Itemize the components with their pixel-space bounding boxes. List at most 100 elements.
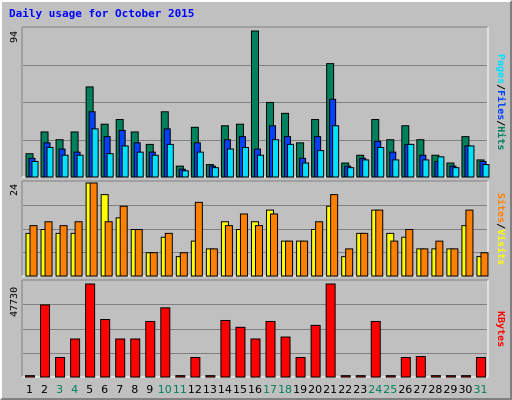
hits-ymax-label: 94 <box>9 30 20 43</box>
pages-bar <box>317 150 325 178</box>
kbytes-bar <box>445 375 456 378</box>
sites-bar <box>345 248 354 277</box>
chart-title: Daily usage for October 2015 <box>9 7 195 20</box>
sites-bar <box>89 182 98 277</box>
x-tick-label: 22 <box>338 383 352 396</box>
x-tick-label: 18 <box>278 383 292 396</box>
x-tick-label: 14 <box>218 383 232 396</box>
pages-bar <box>287 143 295 178</box>
pages-bar <box>422 159 430 178</box>
x-tick-label: 30 <box>458 383 472 396</box>
kbytes-bar <box>295 357 306 378</box>
pages-bar <box>332 125 340 178</box>
visits-legend: Sites/Visits <box>495 193 506 266</box>
pages-bar <box>256 154 264 178</box>
sites-bar <box>224 225 233 277</box>
sites-bar <box>270 213 279 277</box>
x-tick-label: 24 <box>368 383 382 396</box>
sites-bar <box>254 225 263 277</box>
visits-ymax-label: 24 <box>9 183 20 196</box>
sites-bar <box>74 221 83 277</box>
pages-bar <box>407 143 415 178</box>
sites-bar <box>390 240 399 277</box>
sites-bar <box>209 248 218 277</box>
sites-bar <box>239 213 248 277</box>
pages-bar <box>196 151 204 178</box>
kbytes-bar <box>205 375 216 378</box>
sites-bar <box>149 252 158 277</box>
sites-bar <box>44 221 53 277</box>
x-tick-label: 5 <box>86 383 93 396</box>
sites-bar <box>435 240 444 277</box>
x-tick-label: 26 <box>398 383 412 396</box>
legend-kbytes: KBytes <box>495 311 506 348</box>
kbytes-bar <box>385 375 396 378</box>
pages-bar <box>452 167 460 178</box>
pages-bar <box>392 159 400 178</box>
sites-bar <box>164 232 173 277</box>
x-tick-label: 17 <box>263 383 277 396</box>
x-tick-label: 2 <box>41 383 48 396</box>
sites-bar <box>134 229 143 277</box>
kbytes-bar <box>250 338 261 378</box>
kbytes-bar <box>145 320 156 378</box>
pages-bar <box>181 170 189 178</box>
kbytes-bar <box>280 336 291 378</box>
legend-pages: Pages <box>495 54 506 85</box>
pages-bar <box>31 160 39 178</box>
x-tick-label: 25 <box>383 383 397 396</box>
x-tick-label: 9 <box>146 383 153 396</box>
pages-bar <box>241 146 249 178</box>
kbytes-bar <box>175 375 186 378</box>
sites-bar <box>59 225 68 277</box>
kbytes-bar <box>400 357 411 378</box>
x-tick-label: 4 <box>71 383 78 396</box>
sites-bar <box>405 229 414 277</box>
pages-bar <box>136 151 144 178</box>
kbytes-bar <box>100 319 111 378</box>
sites-bar <box>375 209 384 277</box>
hits-legend: Pages/Files/Hits <box>495 54 506 151</box>
x-tick-label: 16 <box>248 383 262 396</box>
sites-bar <box>450 248 459 277</box>
kbytes-bar <box>355 375 366 378</box>
kbytes-bar <box>265 320 276 378</box>
kbytes-bar <box>430 375 441 378</box>
kbytes-bar <box>40 304 51 378</box>
pages-bar <box>76 154 84 178</box>
kbytes-bar <box>25 375 35 378</box>
sites-bar <box>360 232 369 277</box>
kbytes-bar <box>55 357 66 378</box>
kbytes-bar <box>70 338 81 378</box>
x-tick-label: 23 <box>353 383 367 396</box>
pages-bar <box>91 128 99 178</box>
kbytes-bar <box>220 319 231 378</box>
sites-bar <box>104 221 113 277</box>
x-tick-label: 27 <box>413 383 427 396</box>
x-tick-label: 28 <box>428 383 442 396</box>
legend-files: Files <box>495 90 506 121</box>
x-tick-label: 19 <box>293 383 307 396</box>
kbytes-bar <box>115 338 126 378</box>
kbytes-bar <box>325 283 336 378</box>
pages-bar <box>377 146 385 178</box>
pages-bar <box>166 143 174 178</box>
sites-bar <box>315 221 324 277</box>
x-tick-label: 15 <box>233 383 247 396</box>
legend-hits: Hits <box>495 126 506 151</box>
sites-bar <box>179 252 188 277</box>
x-tick-label: 12 <box>188 383 202 396</box>
sites-bar <box>330 194 339 277</box>
kbytes-bar <box>85 283 96 378</box>
sites-bar <box>285 240 294 277</box>
x-tick-label: 31 <box>473 383 487 396</box>
x-tick-label: 11 <box>173 383 187 396</box>
kbytes-bar <box>310 324 321 378</box>
kbytes-bar <box>340 375 351 378</box>
pages-bar <box>437 156 445 178</box>
sites-bar <box>480 252 489 277</box>
sites-bar <box>119 205 128 277</box>
sites-bar <box>465 209 474 277</box>
sites-bar <box>194 201 203 277</box>
